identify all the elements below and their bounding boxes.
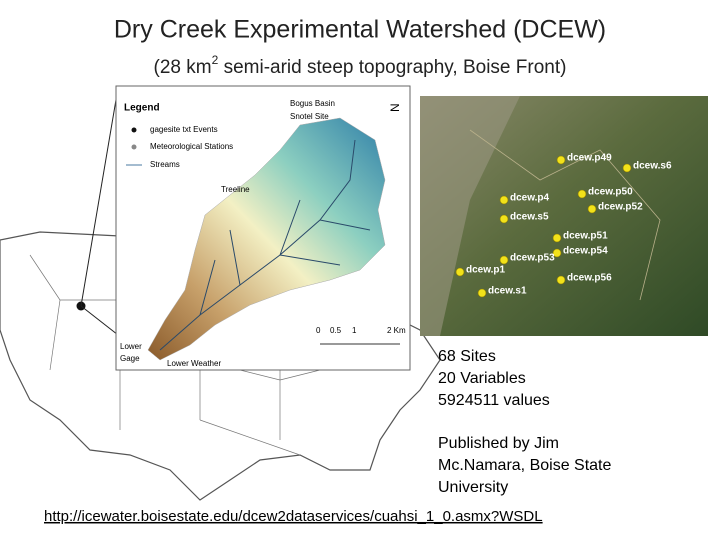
map-label: Bogus Basin [290, 99, 335, 108]
scale-label: 2 Km [387, 326, 406, 335]
map-label: Lower Weather [167, 359, 221, 368]
site-label: dcew.p54 [563, 246, 608, 257]
site-pin [499, 195, 509, 205]
terrain [420, 96, 520, 336]
legend-item: Streams [150, 160, 180, 169]
site-pin [622, 163, 632, 173]
legend-symbol [131, 144, 137, 150]
site-label: dcew.s1 [488, 286, 527, 297]
subtitle-text: semi-arid steep topography, Boise Front) [218, 57, 566, 78]
map-label: Snotel Site [290, 112, 329, 121]
site-label: dcew.p4 [510, 193, 550, 204]
stat-line: 5924511 values [438, 392, 550, 409]
credit-line: Published by Jim [438, 435, 559, 452]
legend-symbol [131, 127, 137, 133]
site-label: dcew.s6 [633, 161, 672, 172]
site-label: dcew.p49 [567, 153, 612, 164]
roads [469, 129, 661, 301]
site-label: dcew.s5 [510, 212, 549, 223]
site-pin [499, 255, 509, 265]
title: Dry Creek Experimental Watershed (DCEW) [114, 16, 606, 44]
site-pin [587, 204, 597, 214]
pointer-line [80, 87, 119, 307]
map-label: Treeline [221, 185, 250, 194]
site-label: dcew.p56 [567, 273, 612, 284]
site-label: dcew.p50 [588, 187, 633, 198]
site-pin [499, 214, 509, 224]
watershed [147, 117, 386, 361]
stat-line: 68 Sites [438, 348, 496, 365]
site-pin [556, 275, 566, 285]
site-pin [552, 233, 562, 243]
site-pin [577, 189, 587, 199]
map-label: Gage [120, 354, 140, 363]
site-pin [556, 155, 566, 165]
streams [159, 139, 371, 351]
site-pin [477, 288, 487, 298]
credit-line: University [438, 479, 508, 496]
stat-line: 20 Variables [438, 370, 526, 387]
site-label: dcew.p53 [510, 253, 555, 264]
north-arrow: N [388, 103, 402, 112]
legend-item: Meteorological Stations [150, 142, 233, 151]
legend-item: gagesite txt Events [150, 125, 218, 134]
site-pin [455, 267, 465, 277]
subtitle-text: (28 km [154, 57, 212, 78]
scale-label: 0.5 [330, 326, 342, 335]
scale-label: 0 [316, 326, 321, 335]
site-pin [552, 248, 562, 258]
site-label: dcew.p51 [563, 231, 608, 242]
link[interactable]: http://icewater.boisestate.edu/dcew2data… [44, 508, 543, 525]
legend-title: Legend [124, 103, 160, 114]
site-label: dcew.p52 [598, 202, 643, 213]
scale-label: 1 [352, 326, 357, 335]
stats: 68 Sites 20 Variables 5924511 values Publis… [438, 348, 612, 496]
superscript: 2 [212, 53, 219, 67]
subtitle: (28 km2 semi-arid steep topography, Bois… [154, 53, 567, 78]
site-label: dcew.p1 [466, 265, 506, 276]
map-label: Lower [120, 342, 142, 351]
credit-line: Mc.Namara, Boise State [438, 457, 612, 474]
